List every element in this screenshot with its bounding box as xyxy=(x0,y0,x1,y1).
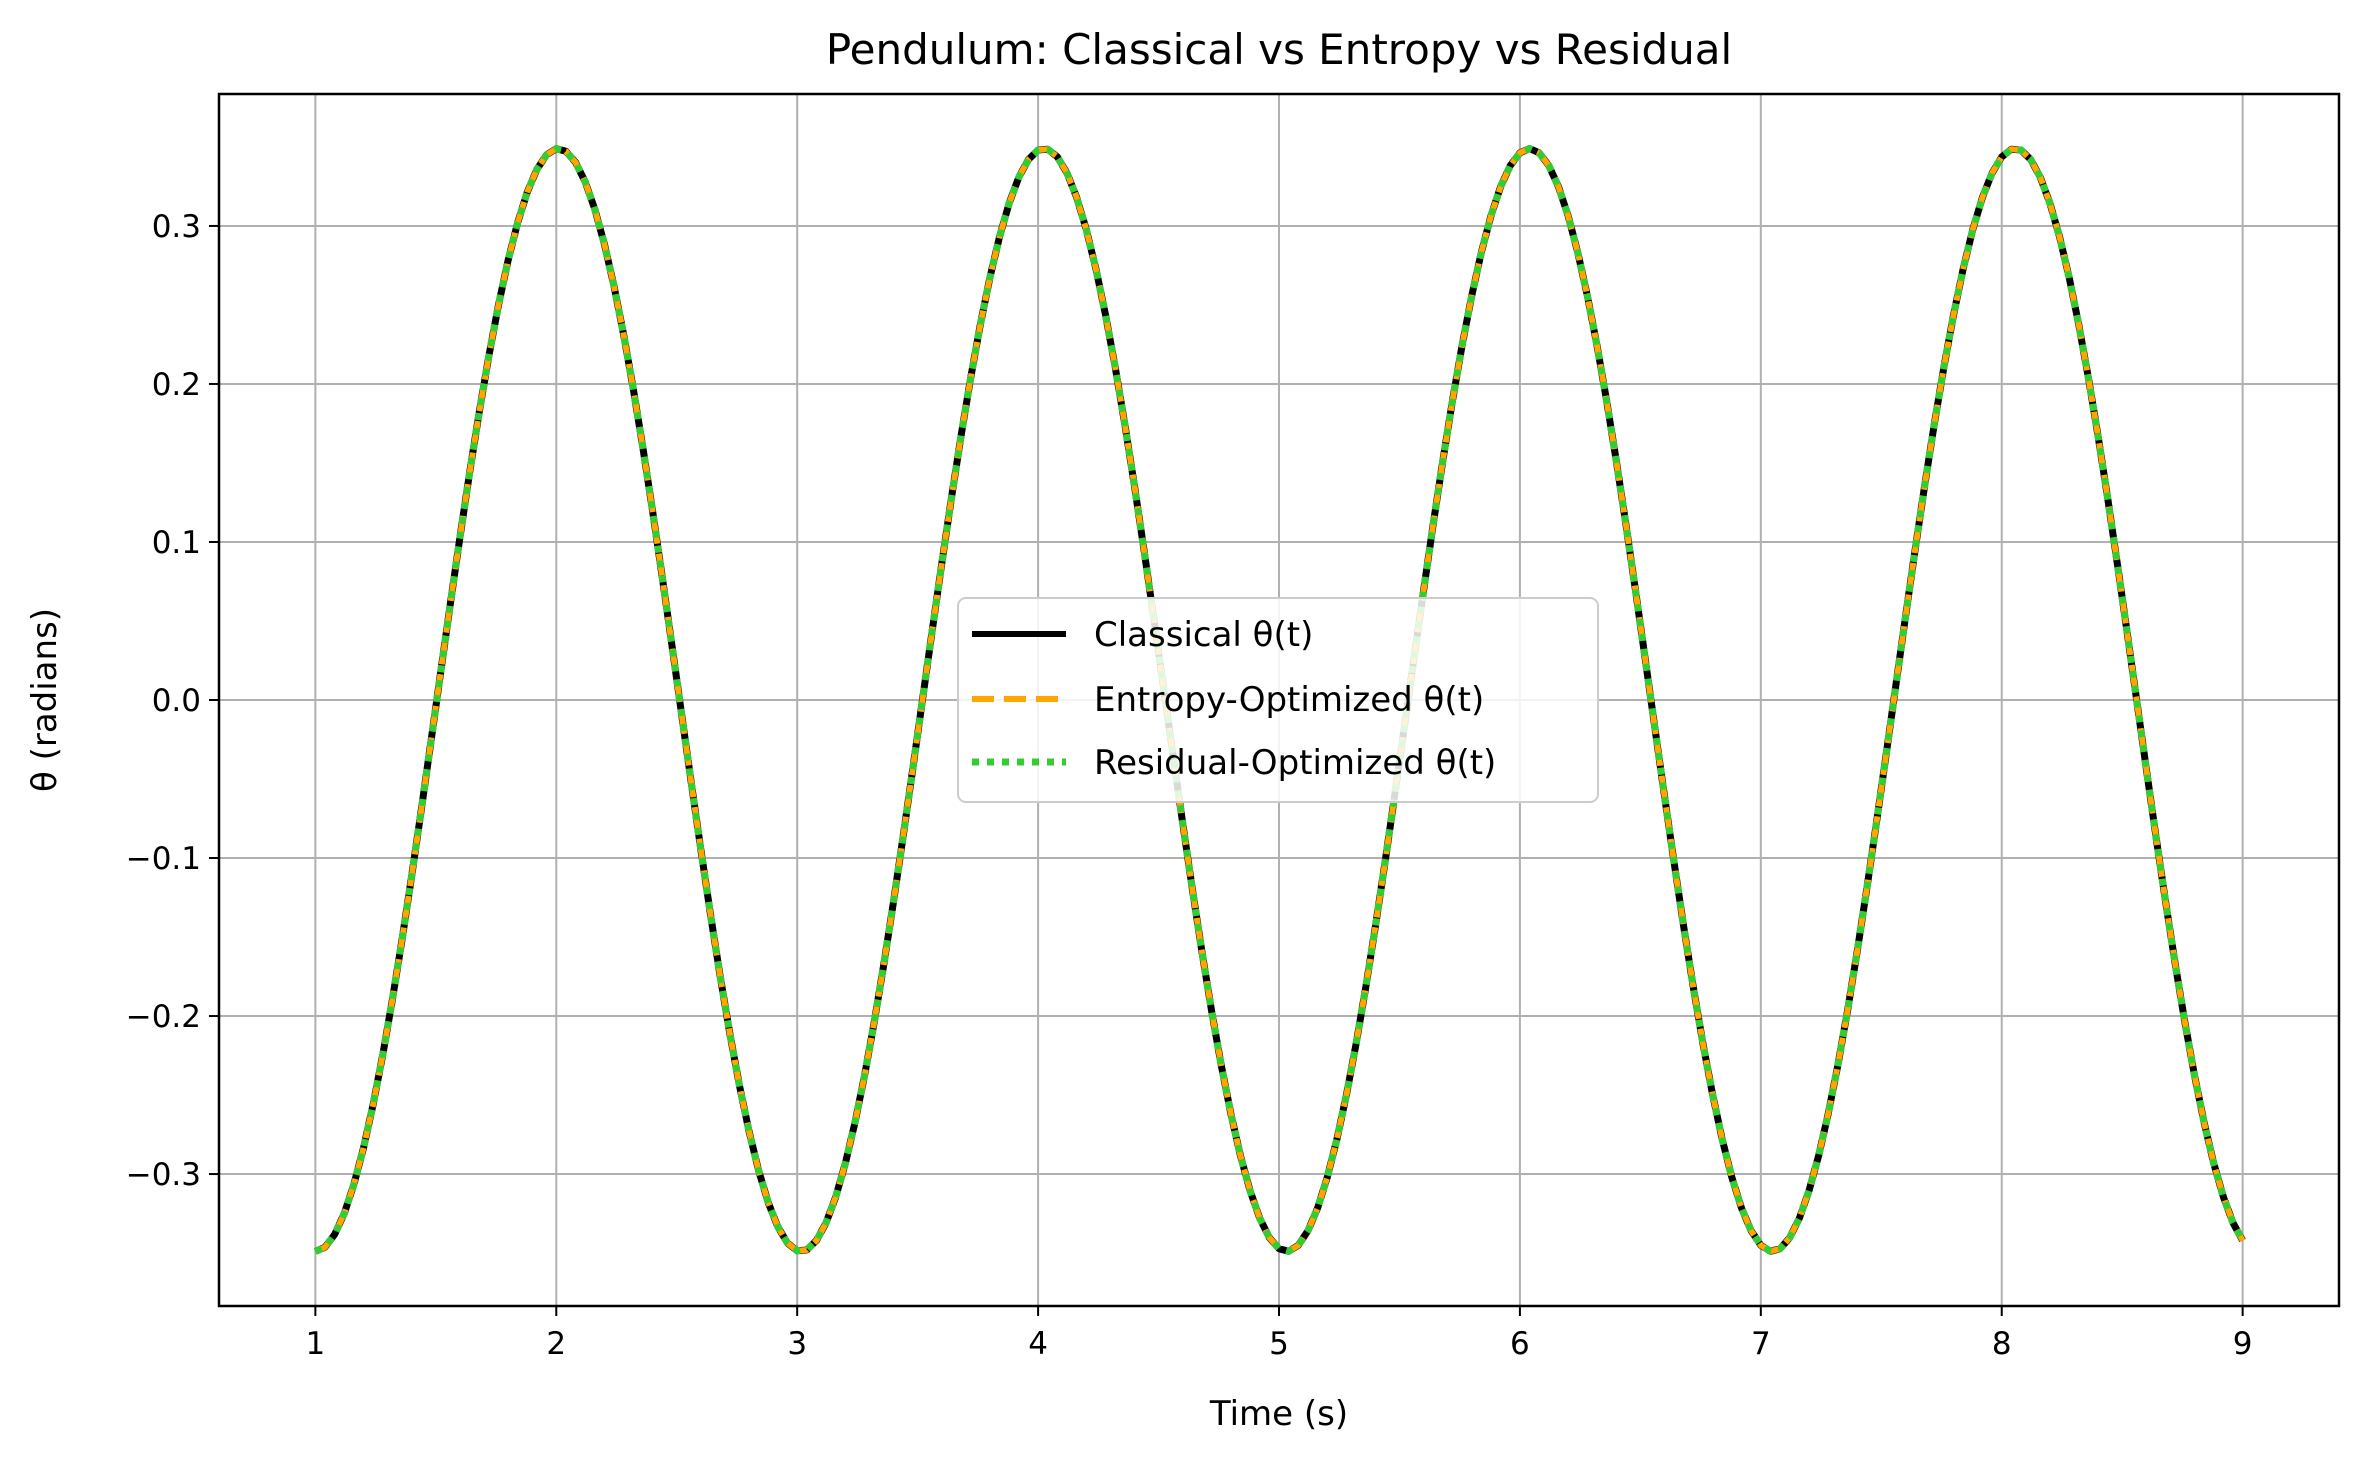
y-tick-label: −0.3 xyxy=(126,1157,201,1193)
y-tick-label: 0.0 xyxy=(152,683,201,719)
legend-label-classical: Classical θ(t) xyxy=(1094,615,1313,655)
y-tick-label: −0.1 xyxy=(126,841,201,877)
x-tick-label: 9 xyxy=(2233,1326,2253,1362)
legend-label-residual: Residual-Optimized θ(t) xyxy=(1094,743,1496,783)
x-tick-label: 3 xyxy=(787,1326,807,1362)
y-axis-label: θ (radians) xyxy=(25,608,65,792)
x-tick-label: 5 xyxy=(1269,1326,1289,1362)
x-tick-label: 7 xyxy=(1751,1326,1771,1362)
y-tick-label: 0.3 xyxy=(152,209,201,245)
y-tick-label: 0.1 xyxy=(152,525,201,561)
y-tick-label: 0.2 xyxy=(152,367,201,403)
y-axis: −0.3 −0.2 −0.1 0.0 0.1 0.2 0.3 xyxy=(126,209,219,1193)
x-tick-label: 8 xyxy=(1992,1326,2012,1362)
x-tick-label: 1 xyxy=(305,1326,325,1362)
x-tick-label: 6 xyxy=(1510,1326,1530,1362)
x-axis: 1 2 3 4 5 6 7 8 9 xyxy=(305,1306,2253,1362)
grid xyxy=(219,94,2339,1306)
legend: Classical θ(t) Entropy-Optimized θ(t) Re… xyxy=(957,597,1599,803)
x-axis-label: Time (s) xyxy=(1209,1394,1348,1434)
legend-box xyxy=(957,597,1599,803)
series-layer xyxy=(313,145,2246,1255)
series-entropy xyxy=(314,145,2246,1255)
legend-label-entropy: Entropy-Optimized θ(t) xyxy=(1094,680,1484,720)
chart-title: Pendulum: Classical vs Entropy vs Residu… xyxy=(826,25,1732,74)
x-tick-label: 4 xyxy=(1028,1326,1048,1362)
x-tick-label: 2 xyxy=(546,1326,566,1362)
y-tick-label: −0.2 xyxy=(126,999,201,1035)
